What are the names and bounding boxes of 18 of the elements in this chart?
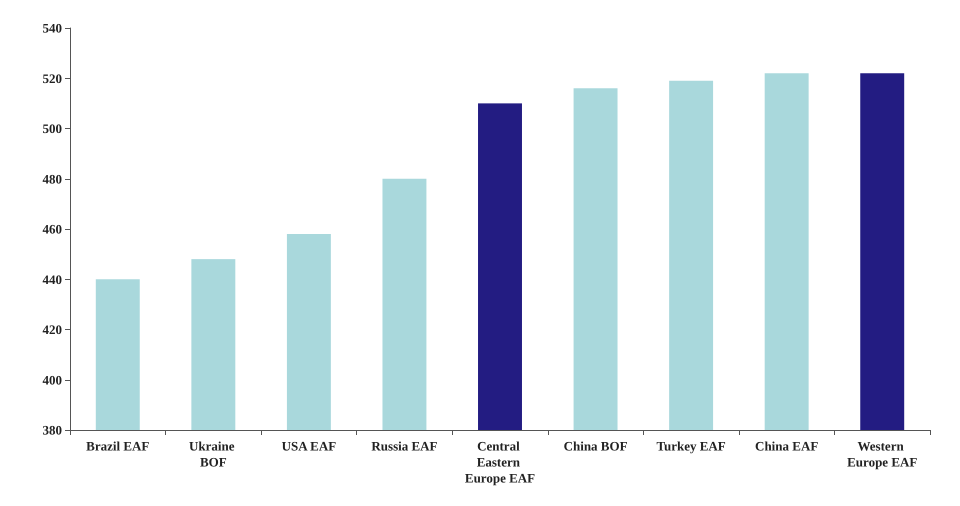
- x-tick-label: Central Eastern Europe EAF: [464, 438, 536, 486]
- y-tick-label: 540: [42, 20, 62, 36]
- x-tick-label: Ukraine BOF: [188, 438, 238, 470]
- y-tick-label: 480: [42, 171, 62, 186]
- x-tick-label: Russia EAF: [371, 438, 438, 454]
- x-tick-label: China EAF: [755, 438, 818, 454]
- x-tick-label: USA EAF: [282, 438, 336, 454]
- x-tick-label: Turkey EAF: [656, 438, 726, 454]
- y-tick-label: 420: [42, 322, 62, 337]
- y-tick-label: 380: [42, 422, 62, 438]
- x-tick-label: China BOF: [564, 438, 628, 454]
- y-tick-label: 520: [42, 70, 62, 86]
- x-tick-label: Western Europe EAF: [847, 438, 918, 470]
- y-tick-label: 460: [42, 222, 62, 236]
- y-tick-label: 500: [42, 121, 62, 136]
- y-tick-label: 440: [42, 272, 62, 287]
- x-tick-label: Brazil EAF: [86, 438, 150, 454]
- y-tick-label: 400: [42, 372, 62, 388]
